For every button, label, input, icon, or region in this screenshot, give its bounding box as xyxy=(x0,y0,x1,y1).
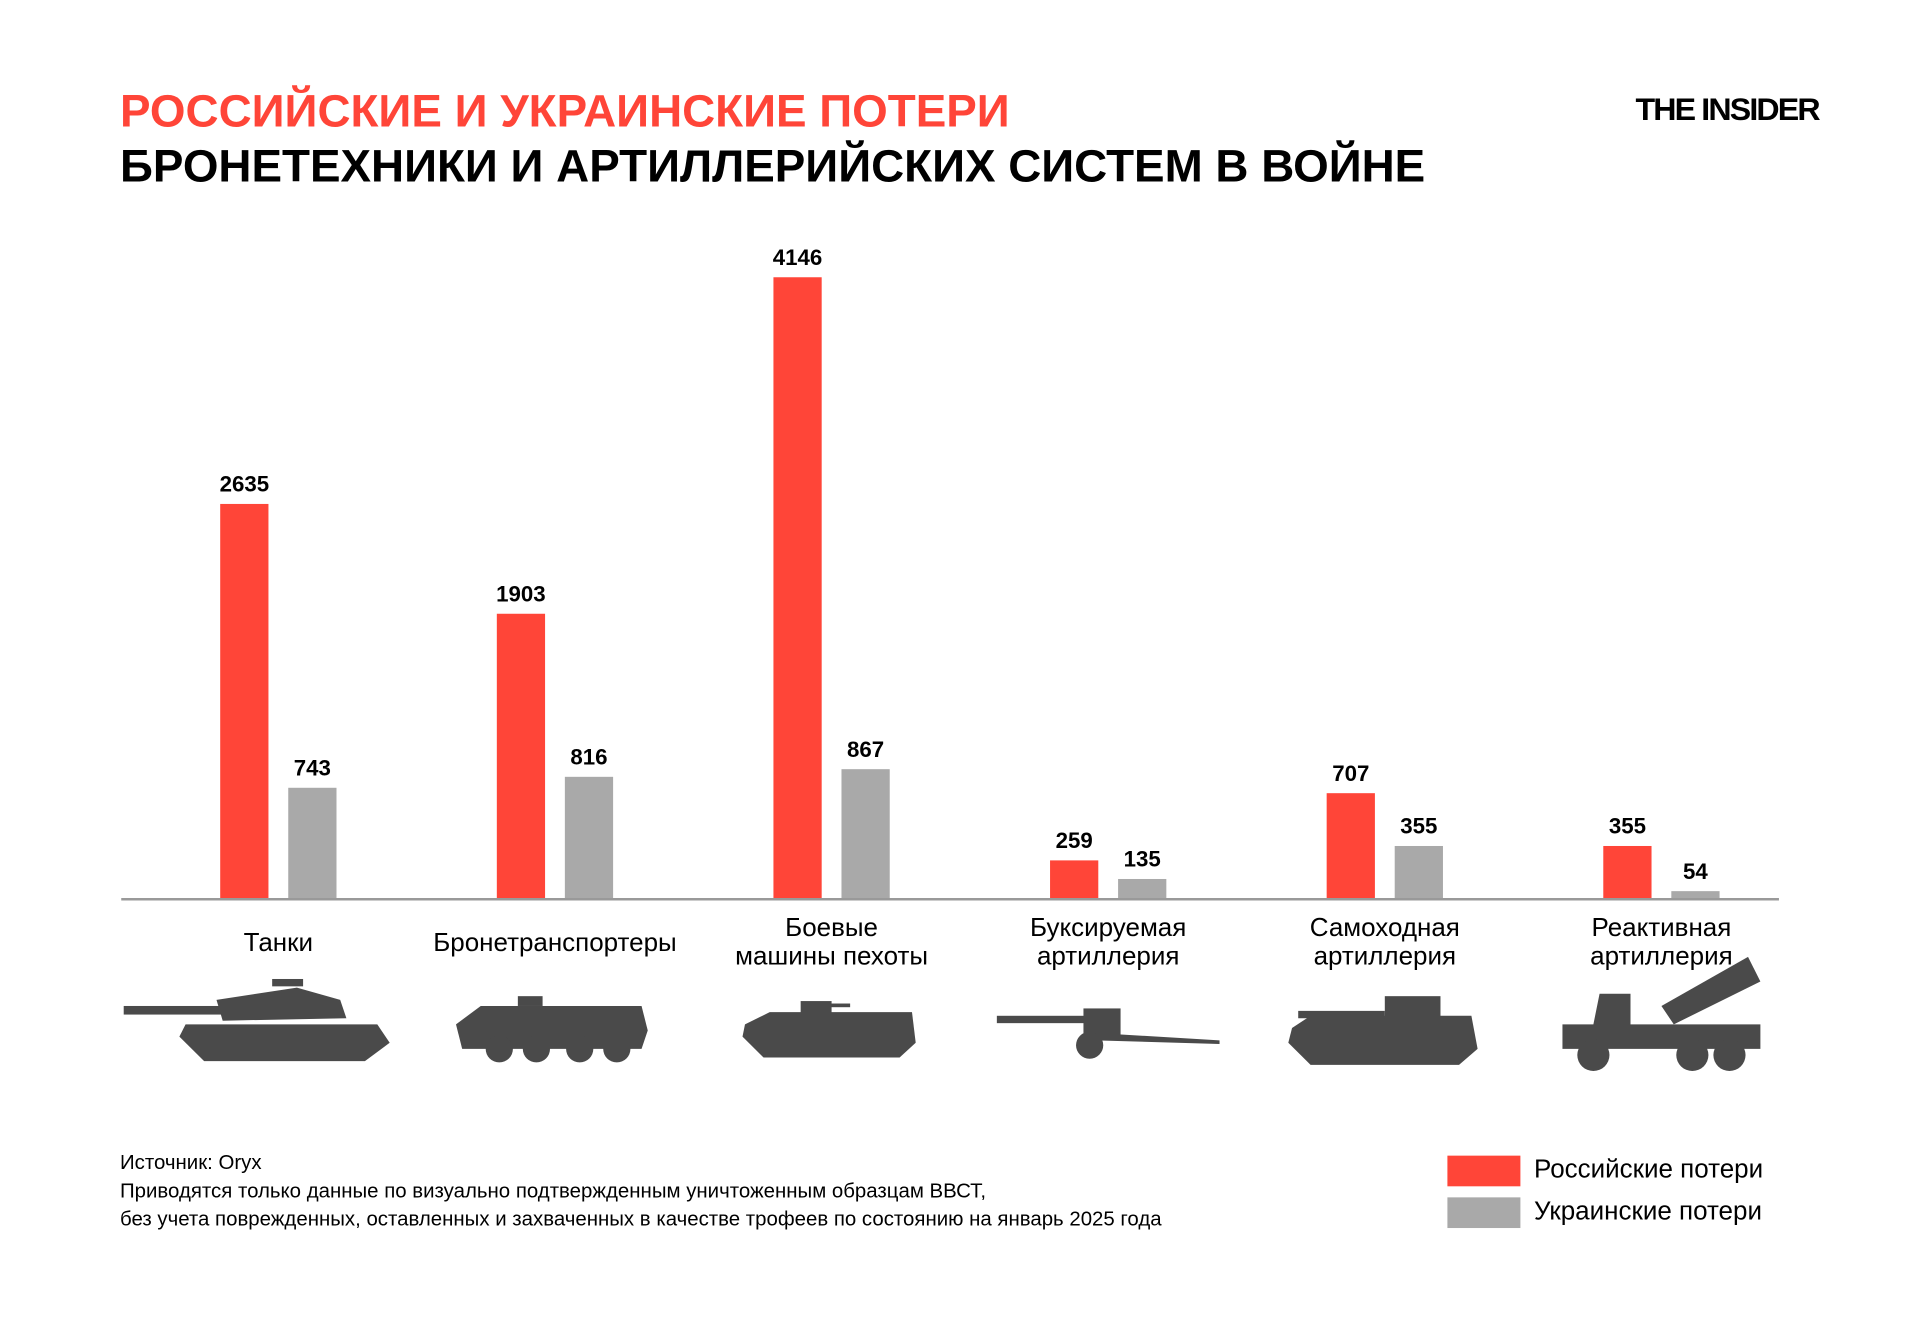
data-label: 4146 xyxy=(773,245,823,270)
data-label: 2635 xyxy=(220,472,270,497)
towed-artillery-icon xyxy=(996,1008,1220,1059)
bar-ukraine xyxy=(1118,878,1167,900)
bar-russia xyxy=(1050,860,1099,900)
bar-russia xyxy=(1326,793,1375,900)
source-note: Источник: Oryx Приводятся только данные … xyxy=(120,1150,1162,1235)
legend-swatch-ukraine xyxy=(1447,1196,1521,1228)
category-label: артиллерия xyxy=(1037,942,1179,970)
legend-swatch-russia xyxy=(1447,1155,1521,1186)
category-label: артиллерия xyxy=(1314,942,1456,970)
bar-ukraine xyxy=(564,776,614,900)
legend-label: Украинские потери xyxy=(1534,1197,1762,1226)
self-propelled-artillery-icon xyxy=(1288,996,1478,1065)
apc-icon xyxy=(455,996,648,1063)
note-line-2: без учета поврежденных, оставленных и за… xyxy=(119,1208,1162,1231)
legend-label: Российские потери xyxy=(1534,1155,1764,1184)
data-label: 1903 xyxy=(496,582,546,607)
category-label: Танки xyxy=(244,929,313,957)
legend-item-russia: Российские потери xyxy=(1447,1153,1763,1187)
category-group: 1903 816 Бронетранспортеры xyxy=(433,582,677,1063)
category-label: машины пехоты xyxy=(735,942,928,970)
note-line-1: Приводятся только данные по визуально по… xyxy=(119,1180,987,1203)
data-label: 707 xyxy=(1332,761,1369,786)
legend: Российские потери Украинские потери xyxy=(1447,1153,1763,1236)
rocket-artillery-icon xyxy=(1562,956,1761,1071)
data-label: 867 xyxy=(847,737,884,762)
bar-ukraine xyxy=(1394,845,1443,900)
ifv-icon xyxy=(742,1001,916,1058)
category-label: Боевые xyxy=(785,914,878,942)
title-line-1: РОССИЙСКИЕ И УКРАИНСКИЕ ПОТЕРИ xyxy=(119,85,1010,137)
bar-ukraine xyxy=(288,787,337,900)
data-label: 743 xyxy=(294,756,331,781)
source: Источник: Oryx xyxy=(119,1151,262,1175)
legend-item-ukraine: Украинские потери xyxy=(1447,1195,1763,1229)
title-line-2: БРОНЕТЕХНИКИ И АРТИЛЛЕРИЙСКИХ СИСТЕМ В В… xyxy=(119,141,1426,192)
data-label: 355 xyxy=(1609,814,1646,839)
category-label: Буксируемая xyxy=(1030,914,1186,942)
category-label: Бронетранспортеры xyxy=(433,929,676,957)
tank-icon xyxy=(123,978,390,1062)
data-label: 355 xyxy=(1400,814,1437,839)
bar-russia xyxy=(496,613,546,900)
category-group: 2635 743 Танки xyxy=(123,472,390,1062)
bar-russia xyxy=(773,277,822,900)
bar-russia xyxy=(220,503,269,900)
bar-ukraine xyxy=(1671,891,1720,900)
data-label: 54 xyxy=(1683,859,1708,884)
category-label: Самоходная xyxy=(1310,914,1460,942)
data-label: 135 xyxy=(1124,847,1161,872)
bar-ukraine xyxy=(841,769,890,900)
category-label: артиллерия xyxy=(1590,942,1732,970)
bar-russia xyxy=(1603,845,1652,900)
data-label: 816 xyxy=(570,745,607,770)
category-label: Реактивная xyxy=(1592,914,1732,942)
data-label: 259 xyxy=(1056,828,1093,853)
logo: THE INSIDER xyxy=(1635,90,1820,128)
